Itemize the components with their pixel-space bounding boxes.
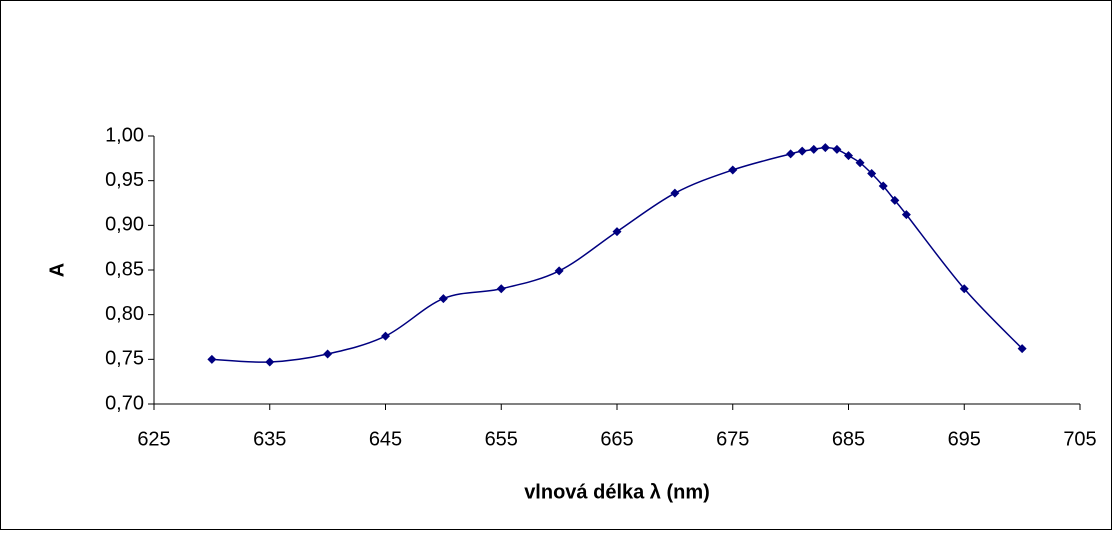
data-point: [844, 151, 853, 161]
data-point: [901, 210, 911, 220]
data-point: [554, 266, 564, 276]
x-tick-label: 675: [716, 428, 749, 450]
y-axis-title: A: [46, 263, 68, 277]
data-point: [1017, 344, 1027, 354]
x-tick-label: 665: [600, 428, 633, 450]
data-point: [878, 181, 888, 191]
data-point: [265, 357, 275, 367]
y-tick-label: 0,85: [105, 258, 144, 280]
data-point: [855, 158, 865, 168]
data-point: [207, 354, 217, 364]
data-point: [670, 188, 680, 198]
data-point: [323, 349, 333, 359]
data-point: [832, 144, 842, 154]
x-tick-label: 645: [369, 428, 402, 450]
x-axis-title: vlnová délka λ (nm): [524, 481, 710, 503]
y-tick-label: 0,90: [105, 214, 144, 236]
x-tick-label: 625: [137, 428, 170, 450]
y-tick-label: 0,75: [105, 348, 144, 370]
y-tick-label: 0,70: [105, 392, 144, 414]
y-tick-label: 0,80: [105, 303, 144, 325]
data-point: [890, 195, 900, 205]
x-tick-label: 635: [253, 428, 286, 450]
y-tick-label: 1,00: [105, 124, 144, 146]
y-tick-label: 0,95: [105, 169, 144, 191]
data-point: [867, 169, 877, 179]
data-point: [381, 331, 390, 341]
data-point: [797, 146, 807, 156]
x-tick-label: 705: [1063, 428, 1096, 450]
x-tick-label: 655: [485, 428, 518, 450]
data-point: [809, 144, 819, 154]
data-point: [612, 227, 622, 237]
x-tick-label: 695: [948, 428, 981, 450]
x-tick-label: 685: [832, 428, 865, 450]
data-point: [438, 294, 448, 304]
data-point: [728, 165, 738, 175]
data-point: [496, 284, 506, 294]
data-point: [959, 284, 969, 294]
data-point: [786, 149, 796, 159]
data-point: [820, 143, 830, 153]
